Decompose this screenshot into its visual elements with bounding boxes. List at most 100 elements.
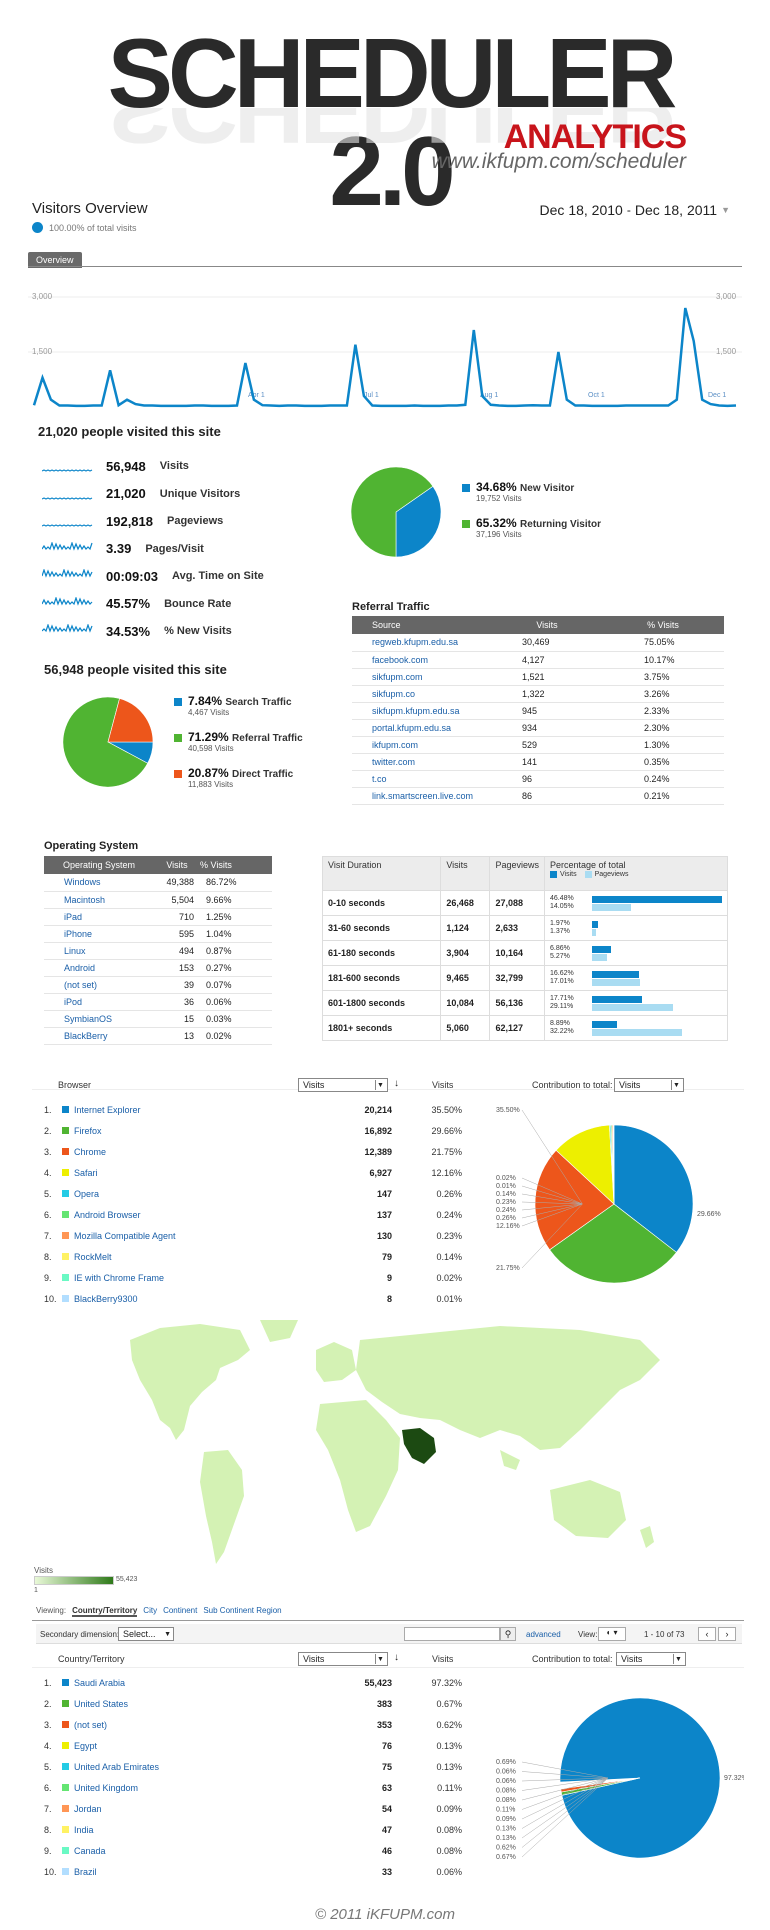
row-link[interactable]: Safari	[74, 1167, 98, 1178]
map-legend-max: 55,423	[116, 1576, 138, 1583]
row-link[interactable]: United Arab Emirates	[74, 1761, 160, 1772]
row-link[interactable]: Chrome	[74, 1146, 107, 1157]
pie-slice[interactable]	[613, 1124, 694, 1253]
os-link[interactable]: SymbianOS	[44, 1010, 154, 1028]
row-link[interactable]: Saudi Arabia	[74, 1677, 126, 1688]
os-link[interactable]: BlackBerry	[44, 1027, 154, 1045]
contribution-select-value: Visits	[621, 1654, 643, 1664]
os-link[interactable]: Linux	[44, 942, 154, 960]
os-link[interactable]: iPhone	[44, 925, 154, 943]
percentage-bars	[592, 945, 722, 961]
pie-slice[interactable]	[534, 1149, 615, 1251]
pie-slice[interactable]	[350, 466, 434, 558]
col-visit-duration[interactable]: Visit Duration	[322, 856, 442, 891]
search-input[interactable]	[404, 1627, 500, 1641]
next-page-icon[interactable]: ›	[718, 1627, 736, 1641]
color-swatch	[62, 1763, 69, 1770]
legend-percent: 7.84%	[188, 694, 226, 708]
row-link[interactable]: BlackBerry9300	[74, 1293, 138, 1304]
pie-slice[interactable]	[549, 1203, 677, 1284]
row-link[interactable]: Internet Explorer	[74, 1104, 141, 1115]
row-link[interactable]: IE with Chrome Frame	[74, 1272, 165, 1283]
percentage-text: 17.71% 29.11%	[550, 995, 588, 1011]
advanced-link[interactable]: advanced	[526, 1630, 561, 1639]
pie-slice[interactable]	[555, 1124, 615, 1205]
pie-slice[interactable]	[395, 485, 442, 558]
tab-country[interactable]: Country/Territory	[72, 1606, 138, 1617]
list-item: 9. IE with Chrome Frame 9 0.02%	[32, 1267, 492, 1288]
col-source[interactable]: Source	[352, 616, 492, 634]
referral-source-link[interactable]: regweb.kfupm.edu.sa	[352, 634, 492, 652]
os-link[interactable]: iPod	[44, 993, 154, 1011]
referral-source-link[interactable]: link.smartscreen.live.com	[352, 787, 492, 805]
os-link[interactable]: Android	[44, 959, 154, 977]
date-range-picker[interactable]: Dec 18, 2010 - Dec 18, 2011 ▼	[540, 202, 730, 218]
region-saudi-arabia[interactable]	[402, 1428, 436, 1464]
viewing-label: Viewing:	[36, 1606, 67, 1615]
sort-arrow-icon[interactable]: ↓	[394, 1078, 399, 1089]
tab-city[interactable]: City	[143, 1606, 158, 1615]
tab-subcontinent[interactable]: Sub Continent Region	[203, 1606, 282, 1615]
row-percent: 0.13%	[436, 1740, 462, 1751]
cell-pageviews: 56,136	[489, 990, 545, 1016]
tab-continent[interactable]: Continent	[163, 1606, 198, 1615]
view-select[interactable]: ◐ ▾	[598, 1627, 626, 1641]
percentage-wrap: 17.71% 29.11%	[550, 995, 722, 1011]
contribution-select[interactable]: Visits ▼	[614, 1078, 684, 1092]
os-link[interactable]: (not set)	[44, 976, 154, 994]
referral-source-link[interactable]: sikfupm.kfupm.edu.sa	[352, 702, 492, 720]
referral-source-link[interactable]: facebook.com	[352, 651, 492, 669]
row-link[interactable]: Jordan	[74, 1803, 102, 1814]
referral-source-link[interactable]: twitter.com	[352, 753, 492, 771]
search-icon[interactable]: ⚲	[500, 1627, 516, 1641]
row-link[interactable]: Opera	[74, 1188, 100, 1199]
os-link[interactable]: iPad	[44, 908, 154, 926]
world-map[interactable]	[120, 1320, 680, 1610]
cell-visits: 26,468	[440, 890, 491, 916]
row-link[interactable]: Egypt	[74, 1740, 98, 1751]
secondary-dimension-select[interactable]: Select... ▼	[118, 1627, 174, 1641]
row-link[interactable]: United States	[74, 1698, 129, 1709]
os-link[interactable]: Macintosh	[44, 891, 154, 909]
contribution-select[interactable]: Visits ▼	[616, 1652, 686, 1666]
table-row: t.co 96 0.24%	[352, 770, 724, 788]
row-link[interactable]: Firefox	[74, 1125, 102, 1136]
row-link[interactable]: India	[74, 1824, 94, 1835]
row-link[interactable]: Brazil	[74, 1866, 97, 1877]
secondary-dimension-label: Secondary dimension:	[40, 1630, 120, 1639]
col-visits[interactable]: Visits	[440, 856, 491, 891]
referral-source-link[interactable]: ikfupm.com	[352, 736, 492, 754]
table-row: sikfupm.kfupm.edu.sa 945 2.33%	[352, 702, 724, 720]
pie-slice[interactable]	[107, 698, 154, 743]
col-os[interactable]: Operating System	[44, 856, 154, 874]
row-link[interactable]: Android Browser	[74, 1209, 141, 1220]
row-link[interactable]: United Kingdom	[74, 1782, 139, 1793]
col-percent-visits[interactable]: % Visits	[602, 616, 724, 634]
os-link[interactable]: Windows	[44, 874, 154, 892]
referral-source-link[interactable]: t.co	[352, 770, 492, 788]
metric-select[interactable]: Visits ▼	[298, 1078, 388, 1092]
app-url[interactable]: www.ikfupm.com/scheduler	[431, 150, 686, 173]
pie-callout-label: 0.06%	[496, 1769, 516, 1776]
percentage-bars	[592, 920, 722, 936]
pie-slice[interactable]	[62, 696, 149, 788]
col-visits[interactable]: Visits	[492, 616, 602, 634]
referral-source-link[interactable]: portal.kfupm.edu.sa	[352, 719, 492, 737]
sort-arrow-icon[interactable]: ↓	[394, 1652, 399, 1663]
col-pageviews[interactable]: Pageviews	[489, 856, 545, 891]
col-percent-visits[interactable]: % Visits	[200, 856, 272, 874]
referral-source-link[interactable]: sikfupm.co	[352, 685, 492, 703]
row-link[interactable]: RockMelt	[74, 1251, 112, 1262]
row-visits: 12,389	[364, 1146, 392, 1157]
row-link[interactable]: Canada	[74, 1845, 106, 1856]
list-item: 5. Opera 147 0.26%	[32, 1183, 492, 1204]
row-link[interactable]: Mozilla Compatible Agent	[74, 1230, 176, 1241]
referral-source-link[interactable]: sikfupm.com	[352, 668, 492, 686]
prev-page-icon[interactable]: ‹	[698, 1627, 716, 1641]
metric-select[interactable]: Visits ▼	[298, 1652, 388, 1666]
row-link[interactable]: (not set)	[74, 1719, 108, 1730]
col-visits[interactable]: Visits	[154, 856, 200, 874]
overview-subtitle-text: 100.00% of total visits	[49, 222, 137, 233]
tab-overview[interactable]: Overview	[28, 252, 82, 268]
bar-visits	[592, 945, 612, 953]
